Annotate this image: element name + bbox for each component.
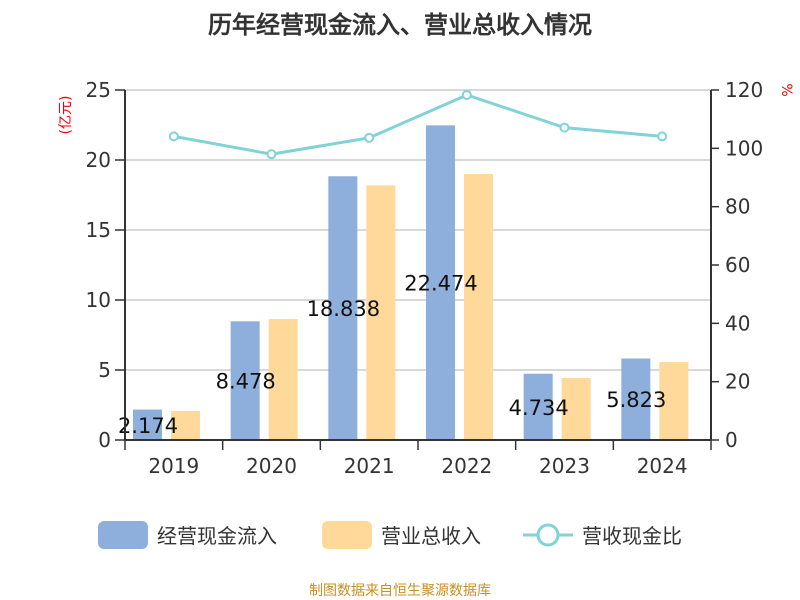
y-tick-label: 15 — [86, 218, 111, 242]
legend-label-revenue[interactable]: 营业总收入 — [381, 524, 481, 548]
bar-revenue[interactable] — [464, 174, 493, 440]
bar-cash-inflow[interactable] — [328, 176, 358, 440]
legend-label-ratio[interactable]: 营收现金比 — [582, 524, 682, 548]
x-tick-label: 2020 — [246, 454, 297, 478]
data-label-cash-inflow: 22.474 — [404, 272, 477, 296]
x-tick-label: 2019 — [148, 454, 199, 478]
y-tick-label: 5 — [98, 358, 111, 382]
data-label-cash-inflow: 5.823 — [606, 388, 666, 412]
point-ratio[interactable] — [657, 131, 668, 142]
y2-tick-label: 60 — [725, 253, 750, 277]
bar-cash-inflow[interactable] — [426, 125, 455, 440]
y-tick-label: 25 — [86, 78, 111, 102]
point-ratio[interactable] — [266, 149, 277, 160]
y2-tick-label: 100 — [725, 136, 763, 160]
y2-tick-label: 0 — [725, 428, 738, 452]
legend-label-cash-inflow[interactable]: 经营现金流入 — [157, 524, 277, 548]
bar-cash-inflow[interactable] — [523, 373, 553, 440]
data-label-cash-inflow: 18.838 — [307, 297, 380, 321]
y2-tick-label: 40 — [725, 311, 750, 335]
y-tick-label: 10 — [86, 288, 111, 312]
legend-swatch-cash-inflow[interactable] — [98, 521, 148, 549]
bar-revenue[interactable] — [659, 362, 689, 440]
bar-revenue[interactable] — [171, 411, 200, 440]
x-tick-label: 2022 — [441, 454, 492, 478]
x-tick-label: 2024 — [637, 454, 688, 478]
x-tick-label: 2021 — [344, 454, 395, 478]
data-label-cash-inflow: 8.478 — [216, 370, 276, 394]
y-tick-label: 0 — [98, 428, 111, 452]
bar-revenue[interactable] — [366, 185, 396, 440]
line-ratio — [173, 93, 663, 156]
legend-marker-ratio[interactable] — [536, 523, 560, 547]
y2-tick-label: 80 — [725, 195, 750, 219]
point-ratio[interactable] — [168, 131, 179, 142]
bar-cash-inflow[interactable] — [621, 358, 651, 440]
source-note: 制图数据来自恒生聚源数据库 — [309, 583, 491, 599]
y-axis-label: (亿元) — [58, 96, 74, 135]
data-label-cash-inflow: 4.734 — [509, 396, 569, 420]
bar-cash-inflow[interactable] — [230, 321, 260, 440]
bar-revenue[interactable] — [561, 377, 591, 440]
x-tick-label: 2023 — [539, 454, 590, 478]
chart-title: 历年经营现金流入、营业总收入情况 — [208, 11, 592, 39]
y2-tick-label: 20 — [725, 370, 750, 394]
point-ratio[interactable] — [559, 122, 570, 133]
legend-swatch-revenue[interactable] — [322, 521, 372, 549]
y-tick-label: 20 — [86, 148, 111, 172]
legend: 经营现金流入 营业总收入 营收现金比 — [98, 521, 682, 549]
bar-cash-inflow[interactable] — [133, 409, 162, 440]
bar-revenue[interactable] — [268, 319, 298, 440]
y2-axis-label: % — [778, 83, 794, 96]
point-ratio[interactable] — [461, 89, 472, 100]
y2-tick-label: 120 — [725, 78, 763, 102]
data-label-cash-inflow: 2.174 — [118, 414, 178, 438]
point-ratio[interactable] — [364, 132, 375, 143]
